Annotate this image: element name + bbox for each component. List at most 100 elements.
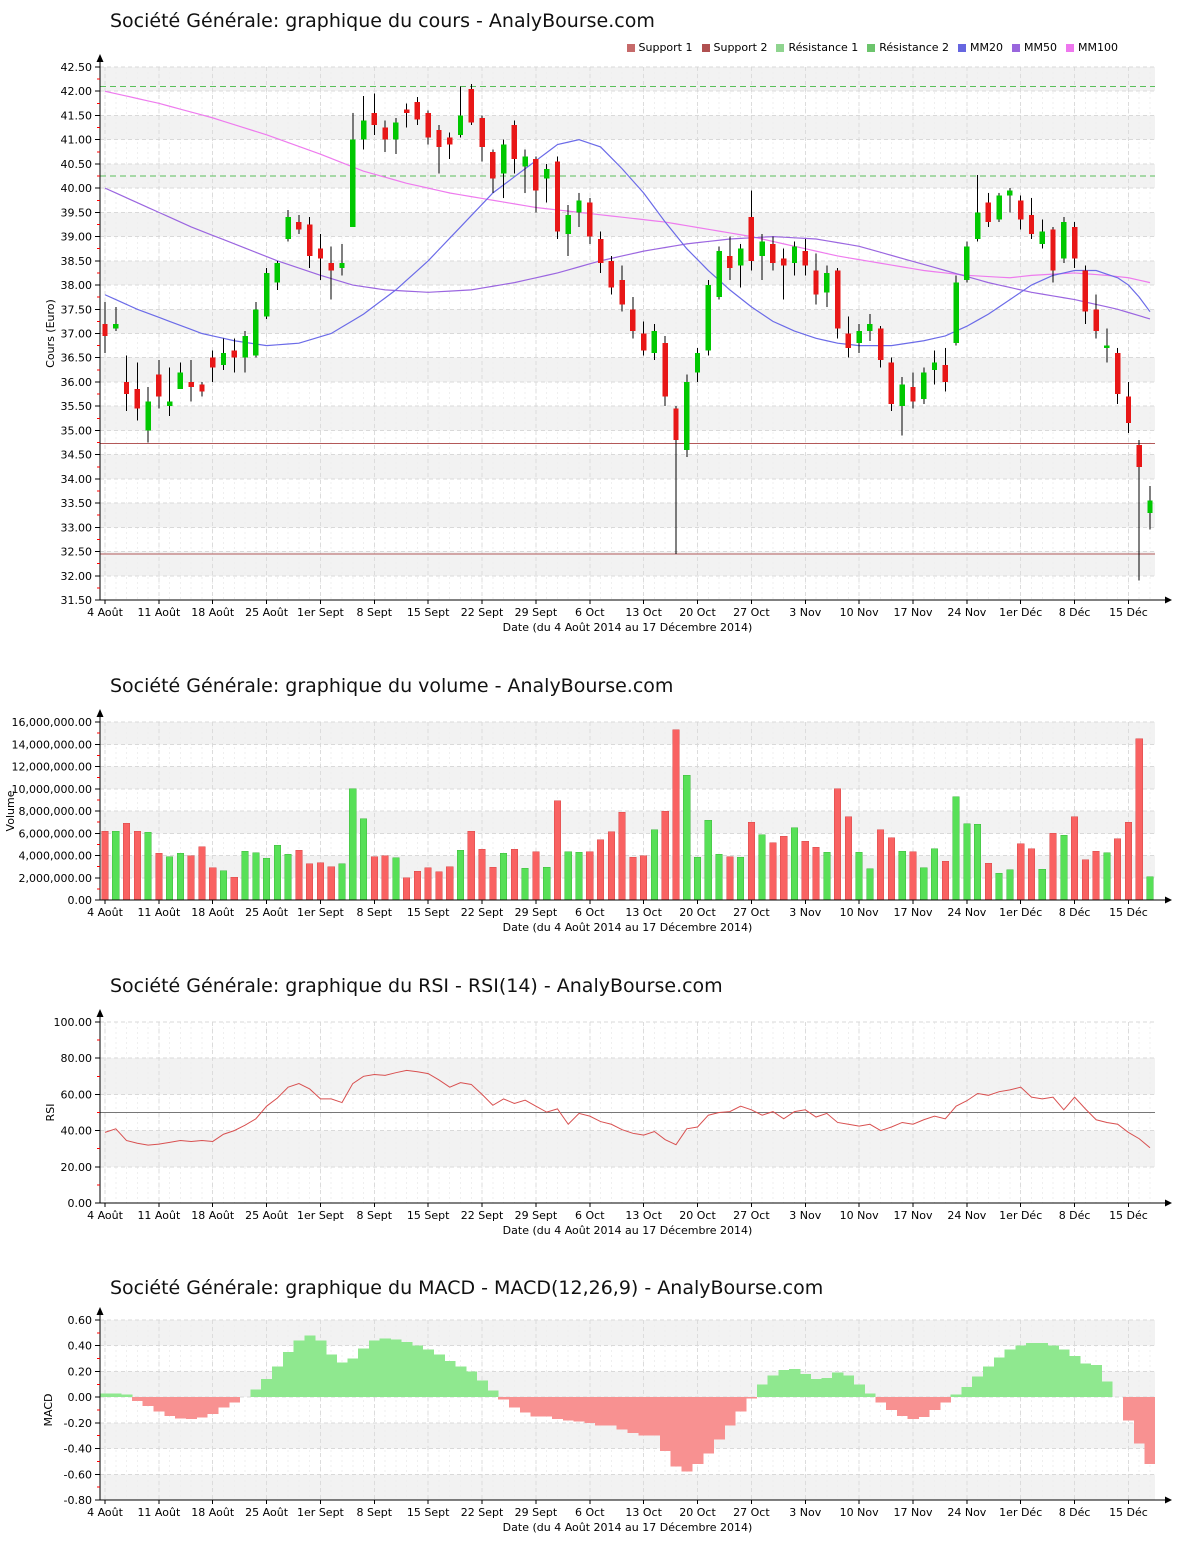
bands — [100, 67, 1155, 576]
x-tick-label: 10 Nov — [840, 1209, 879, 1222]
y-tick-label: 20.00 — [61, 1161, 93, 1174]
x-axis-arrow-icon — [1165, 1199, 1172, 1207]
legend-swatch-icon — [1012, 43, 1021, 52]
x-tick-label: 22 Sept — [461, 906, 504, 919]
y-tick-label: 2,000,000.00 — [19, 872, 92, 885]
legend-label: MM50 — [1024, 41, 1058, 54]
y-tick-label: 42.00 — [61, 85, 93, 98]
y-tick-label: 0.60 — [68, 1314, 93, 1327]
y-tick-label: 36.00 — [61, 376, 93, 389]
x-tick-label: 6 Oct — [575, 1209, 605, 1222]
legend-item: Support 1 — [626, 41, 693, 54]
y-tick-label: 40.50 — [61, 158, 93, 171]
y-axis-arrow-icon — [96, 1009, 104, 1017]
axes: 42.50 42.00 41.50 41.00 40.50 40.00 39.50 39.00… — [44, 54, 1172, 634]
mm100-line — [104, 90, 1151, 284]
x-tick-label: 13 Oct — [625, 906, 662, 919]
y-tick-label: 35.00 — [61, 424, 93, 437]
x-tick-label: 1er Sept — [297, 906, 345, 919]
axes: 0.60 0.40 0.20 0.00 -0.20 -0.40 -0.60 -0.804 Ao… — [42, 1307, 1172, 1534]
x-tick-label: 24 Nov — [947, 606, 986, 619]
y-tick-label: 14,000,000.00 — [12, 738, 92, 751]
x-tick-label: 18 Août — [191, 1506, 235, 1519]
x-tick-label: 1er Sept — [297, 606, 345, 619]
x-tick-label: 29 Sept — [515, 606, 558, 619]
x-tick-label: 20 Oct — [679, 606, 716, 619]
x-tick-label: 25 Août — [245, 906, 289, 919]
candles-layer — [100, 83, 1155, 581]
y-tick-label: -0.60 — [64, 1468, 92, 1481]
x-tick-label: 15 Sept — [407, 906, 450, 919]
x-tick-label: 11 Août — [137, 906, 181, 919]
x-tick-label: 18 Août — [191, 906, 235, 919]
x-tick-label: 27 Oct — [733, 606, 770, 619]
x-tick-label: 11 Août — [137, 1506, 181, 1519]
y-tick-label: 16,000,000.00 — [12, 716, 92, 729]
legend-swatch-icon — [701, 43, 710, 52]
y-tick-label: -0.40 — [64, 1443, 92, 1456]
x-tick-label: 3 Nov — [789, 1506, 821, 1519]
y-tick-label: 31.50 — [61, 594, 93, 607]
y-tick-label: 8,000,000.00 — [19, 805, 92, 818]
y-axis-title: Cours (Euro) — [44, 299, 57, 368]
x-tick-label: 8 Sept — [357, 1209, 393, 1222]
y-tick-label: 0.00 — [68, 894, 93, 907]
x-tick-label: 25 Août — [245, 1506, 289, 1519]
x-tick-label: 15 Déc — [1109, 606, 1148, 619]
y-tick-label: 12,000,000.00 — [12, 761, 92, 774]
y-axis-arrow-icon — [96, 1307, 104, 1315]
x-tick-label: 4 Août — [87, 1209, 124, 1222]
y-tick-label: 33.00 — [61, 521, 93, 534]
x-tick-label: 13 Oct — [625, 1209, 662, 1222]
x-tick-label: 10 Nov — [840, 1506, 879, 1519]
x-tick-label: 11 Août — [137, 606, 181, 619]
bars-layer — [101, 729, 1154, 900]
x-axis-arrow-icon — [1165, 596, 1172, 604]
axes: 16,000,000.00 14,000,000.00 12,000,000.00 1… — [4, 709, 1172, 934]
macd-chart-title: Société Générale: graphique du MACD - MA… — [110, 1277, 824, 1299]
x-tick-label: 22 Sept — [461, 1506, 504, 1519]
x-tick-label: 8 Déc — [1059, 906, 1091, 919]
legend-swatch-icon — [776, 43, 785, 52]
legend-label: Résistance 1 — [788, 41, 859, 54]
y-tick-label: -0.80 — [64, 1494, 92, 1507]
x-tick-label: 15 Déc — [1109, 906, 1148, 919]
x-tick-label: 4 Août — [87, 1506, 124, 1519]
y-tick-label: 38.00 — [61, 279, 93, 292]
x-tick-label: 24 Nov — [947, 1209, 986, 1222]
legend-label: MM100 — [1078, 41, 1118, 54]
x-tick-label: 29 Sept — [515, 1209, 558, 1222]
x-tick-label: 15 Déc — [1109, 1506, 1148, 1519]
x-axis-title: Date (du 4 Août 2014 au 17 Décembre 2014… — [503, 1224, 753, 1237]
candlestick-series — [102, 83, 1153, 581]
x-tick-label: 15 Déc — [1109, 1209, 1148, 1222]
x-tick-label: 18 Août — [191, 606, 235, 619]
x-tick-label: 17 Nov — [894, 1506, 933, 1519]
y-tick-label: 0.20 — [68, 1365, 93, 1378]
grid — [100, 1319, 1155, 1501]
y-tick-label: 40.00 — [61, 1125, 93, 1138]
x-tick-label: 25 Août — [245, 606, 289, 619]
y-tick-label: 41.50 — [61, 109, 93, 122]
legend-item: Résistance 2 — [867, 41, 949, 54]
x-tick-label: 29 Sept — [515, 1506, 558, 1519]
legend-item: Résistance 1 — [776, 41, 858, 54]
y-tick-label: -0.20 — [64, 1417, 92, 1430]
x-axis-title: Date (du 4 Août 2014 au 17 Décembre 2014… — [503, 1521, 753, 1534]
y-axis-title: Volume — [4, 790, 17, 831]
mm50-line — [104, 187, 1151, 320]
x-tick-label: 1er Déc — [999, 606, 1042, 619]
x-tick-label: 27 Oct — [733, 1506, 770, 1519]
x-tick-label: 6 Oct — [575, 1506, 605, 1519]
x-tick-label: 24 Nov — [947, 906, 986, 919]
y-tick-label: 0.40 — [68, 1340, 93, 1353]
x-tick-label: 22 Sept — [461, 1209, 504, 1222]
x-tick-label: 1er Sept — [297, 1506, 345, 1519]
y-tick-label: 37.50 — [61, 303, 93, 316]
bands — [100, 1058, 1155, 1167]
legend-label: Support 1 — [638, 41, 693, 54]
x-tick-label: 29 Sept — [515, 906, 558, 919]
price-legend: Support 1 Support 2 Résistance 1 Résistance… — [618, 41, 1118, 54]
price-chart-title: Société Générale: graphique du cours - A… — [110, 10, 655, 32]
y-tick-label: 10,000,000.00 — [12, 783, 92, 796]
